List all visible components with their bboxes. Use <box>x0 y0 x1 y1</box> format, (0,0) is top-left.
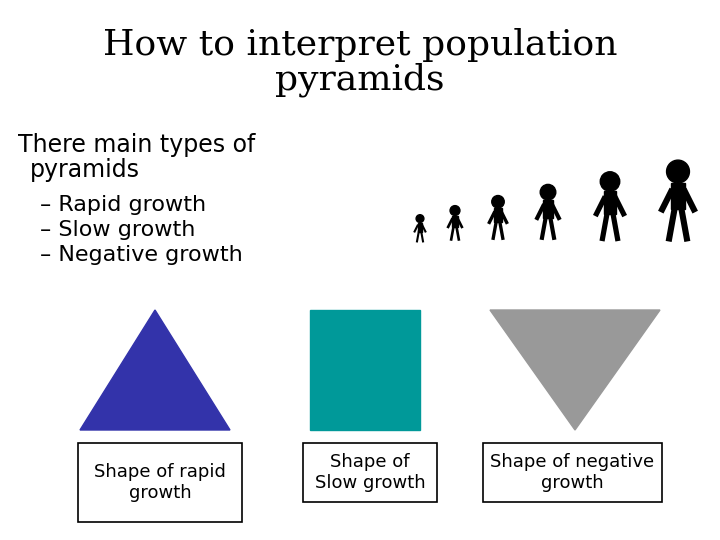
FancyBboxPatch shape <box>452 215 458 227</box>
FancyBboxPatch shape <box>494 208 502 222</box>
Text: There main types of: There main types of <box>18 133 256 157</box>
FancyBboxPatch shape <box>303 443 437 502</box>
FancyBboxPatch shape <box>604 191 616 214</box>
Circle shape <box>416 215 424 222</box>
Circle shape <box>450 206 460 215</box>
Text: Shape of
Slow growth: Shape of Slow growth <box>315 453 426 492</box>
FancyBboxPatch shape <box>671 183 685 210</box>
Circle shape <box>600 172 620 191</box>
FancyBboxPatch shape <box>483 443 662 502</box>
FancyBboxPatch shape <box>543 200 553 218</box>
Circle shape <box>540 184 556 200</box>
Text: pyramids: pyramids <box>275 63 445 97</box>
Text: How to interpret population: How to interpret population <box>103 28 617 62</box>
FancyBboxPatch shape <box>418 222 423 232</box>
Polygon shape <box>490 310 660 430</box>
Text: pyramids: pyramids <box>30 158 140 182</box>
Text: – Slow growth: – Slow growth <box>40 220 195 240</box>
Text: – Negative growth: – Negative growth <box>40 245 243 265</box>
Text: Shape of rapid
growth: Shape of rapid growth <box>94 463 226 502</box>
Text: Shape of negative
growth: Shape of negative growth <box>490 453 654 492</box>
FancyBboxPatch shape <box>78 443 242 522</box>
Bar <box>310 310 420 430</box>
Text: – Rapid growth: – Rapid growth <box>40 195 206 215</box>
Circle shape <box>667 160 690 183</box>
Polygon shape <box>80 310 230 430</box>
Circle shape <box>492 195 504 208</box>
